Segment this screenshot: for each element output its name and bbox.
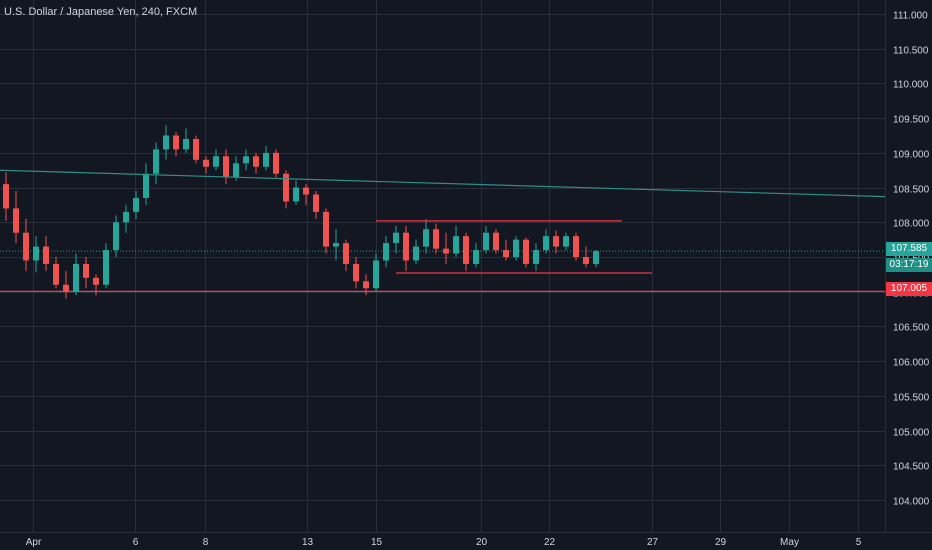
price-tick-label: 109.500 <box>893 115 930 126</box>
candle-body <box>213 156 219 167</box>
candle-body <box>3 184 9 209</box>
candle-body <box>523 239 529 264</box>
candle-body <box>173 135 179 150</box>
time-tick-label: 20 <box>476 537 488 548</box>
candle-body <box>63 284 69 292</box>
last-price-label: 107.585 <box>886 242 932 256</box>
candle-body <box>553 236 559 247</box>
candle-body <box>303 187 309 195</box>
candle-body <box>123 211 129 223</box>
bar-countdown-label: 03:17:19 <box>886 258 932 272</box>
candle-body <box>343 243 349 264</box>
candle-body <box>153 149 159 174</box>
trendline[interactable] <box>0 169 886 198</box>
price-tick-label: 106.000 <box>893 358 930 369</box>
candle-body <box>533 250 539 264</box>
price-tick-label: 104.500 <box>893 462 930 473</box>
candle-body <box>163 135 169 150</box>
price-tick-label: 105.500 <box>893 393 930 404</box>
time-tick-label: 6 <box>133 537 139 548</box>
candle-body <box>563 236 569 247</box>
candle-body <box>203 159 209 167</box>
candle-body <box>383 243 389 261</box>
candle-body <box>423 229 429 247</box>
candle-body <box>583 257 589 264</box>
time-axis[interactable]: Apr 6 8 13 15 20 22 27 29 May 5 <box>26 537 862 548</box>
candle-body <box>33 246 39 261</box>
price-tick-label: 106.500 <box>893 323 930 334</box>
time-tick-label: May <box>780 537 799 548</box>
candle-body <box>483 232 489 251</box>
candle-body <box>573 236 579 257</box>
candle-body <box>453 236 459 254</box>
price-tick-label: 104.000 <box>893 497 930 508</box>
price-tick-label: 109.000 <box>893 150 930 161</box>
candle-body <box>373 260 379 289</box>
level-price-label: 107.005 <box>886 282 932 296</box>
time-tick-label: 8 <box>203 537 209 548</box>
price-tick-label: 110.000 <box>893 80 929 91</box>
level-layer <box>0 250 885 292</box>
candle-body <box>593 251 599 264</box>
time-tick-label: 5 <box>856 537 862 548</box>
time-tick-label: 29 <box>715 537 727 548</box>
candle-body <box>233 163 239 178</box>
price-tick-label: 105.000 <box>893 428 930 439</box>
time-tick-label: 15 <box>371 537 383 548</box>
time-tick-label: 22 <box>544 537 556 548</box>
candle-body <box>113 222 119 251</box>
time-tick-label: 27 <box>647 537 659 548</box>
candle-layer <box>3 125 599 299</box>
candle-body <box>273 152 279 174</box>
candle-body <box>323 211 329 247</box>
drawing-layer <box>0 169 886 274</box>
candle-body <box>263 152 269 167</box>
time-tick-label: Apr <box>26 537 42 548</box>
candle-body <box>243 156 249 164</box>
candle-body <box>83 263 89 278</box>
price-tick-label: 111.000 <box>893 11 928 22</box>
candle-body <box>333 243 339 247</box>
candle-body <box>403 232 409 261</box>
candle-body <box>143 173 149 198</box>
chart-title: U.S. Dollar / Japanese Yen, 240, FXCM <box>4 6 198 18</box>
candle-body <box>473 250 479 264</box>
candle-body <box>13 208 19 233</box>
candle-body <box>223 156 229 178</box>
candle-body <box>353 263 359 282</box>
candle-body <box>253 156 259 167</box>
candle-body <box>43 246 49 264</box>
candle-body <box>513 239 519 257</box>
time-tick-label: 13 <box>302 537 314 548</box>
candle-body <box>93 277 99 285</box>
candle-body <box>133 197 139 212</box>
candle-body <box>363 281 369 289</box>
candle-body <box>393 232 399 244</box>
candle-body <box>463 236 469 264</box>
candle-body <box>53 263 59 285</box>
candle-body <box>413 246 419 261</box>
candle-body <box>543 236 549 251</box>
candle-body <box>23 232 29 261</box>
candle-body <box>193 138 199 160</box>
candle-body <box>503 250 509 257</box>
candle-body <box>493 232 499 251</box>
candle-body <box>103 250 109 285</box>
candle-body <box>433 229 439 249</box>
candle-body <box>443 248 449 254</box>
candle-body <box>183 138 189 150</box>
price-tick-label: 108.000 <box>893 219 930 230</box>
candle-body <box>73 263 79 292</box>
price-tick-label: 110.500 <box>893 46 929 57</box>
candle-body <box>313 194 319 212</box>
price-tick-label: 108.500 <box>893 185 930 196</box>
candle-body <box>283 173 289 202</box>
candle-body <box>293 187 299 202</box>
